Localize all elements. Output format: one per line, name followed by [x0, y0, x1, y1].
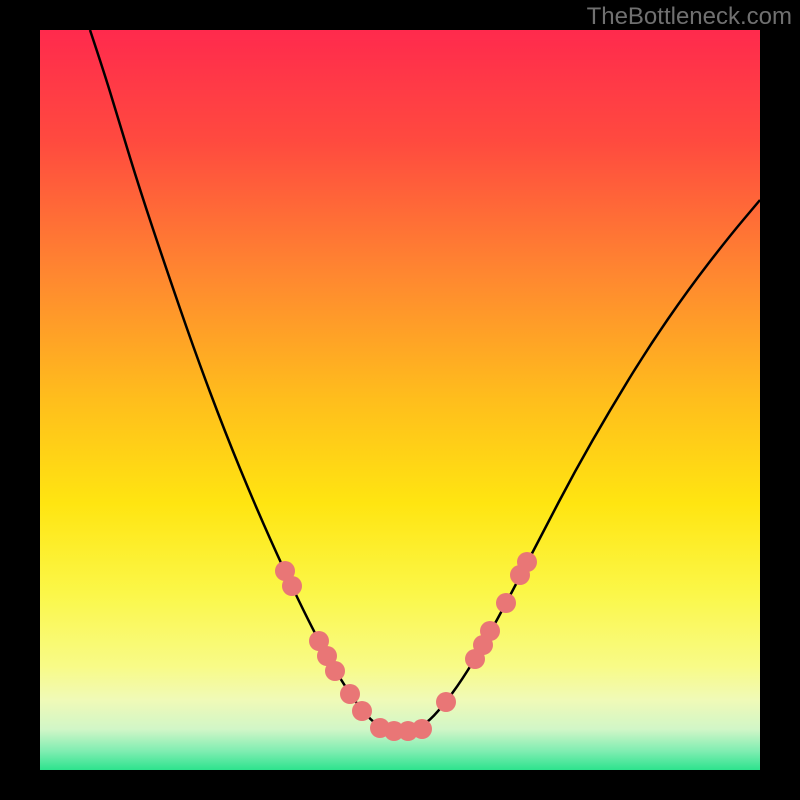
- curve-marker: [517, 552, 537, 572]
- curve-marker: [496, 593, 516, 613]
- curve-marker: [412, 719, 432, 739]
- curve-marker: [352, 701, 372, 721]
- curve-marker: [480, 621, 500, 641]
- curve-marker: [340, 684, 360, 704]
- plot-area: [40, 30, 760, 770]
- curve-marker: [282, 576, 302, 596]
- curve-marker: [325, 661, 345, 681]
- curve-marker: [436, 692, 456, 712]
- bottleneck-chart: TheBottleneck.com: [0, 0, 800, 800]
- watermark-text: TheBottleneck.com: [587, 3, 792, 30]
